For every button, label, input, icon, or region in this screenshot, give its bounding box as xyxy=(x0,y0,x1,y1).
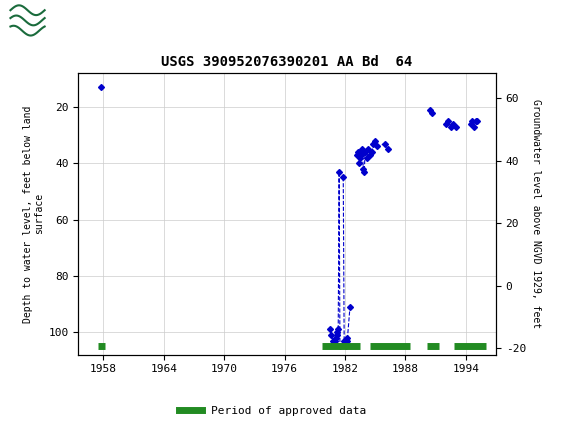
Title: USGS 390952076390201 AA Bd  64: USGS 390952076390201 AA Bd 64 xyxy=(161,55,413,69)
FancyBboxPatch shape xyxy=(9,6,46,35)
Text: USGS: USGS xyxy=(55,12,110,29)
Y-axis label: Depth to water level, feet below land
surface: Depth to water level, feet below land su… xyxy=(23,105,44,322)
Legend: Period of approved data: Period of approved data xyxy=(175,401,370,420)
Y-axis label: Groundwater level above NGVD 1929, feet: Groundwater level above NGVD 1929, feet xyxy=(531,99,541,329)
